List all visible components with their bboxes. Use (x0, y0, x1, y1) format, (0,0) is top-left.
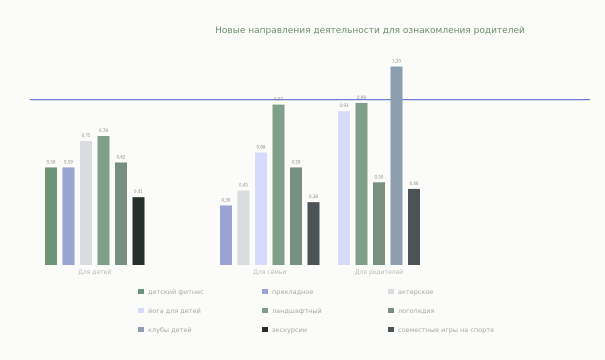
legend-swatch (388, 308, 394, 313)
group-label: Для детей (78, 269, 111, 276)
bar-value-label: 0,98 (357, 95, 366, 100)
bar-value-label: 0,59 (292, 159, 301, 164)
legend-swatch (262, 327, 268, 332)
group-label: Для родителей (355, 269, 403, 276)
bar-1-8 (307, 202, 320, 265)
legend-label: прикладное (272, 288, 313, 296)
bar-0-0 (45, 167, 57, 265)
bar-labels-layer: 0,59 0,59 0,75 0,78 0,62 0,41 0,36 0,45 0,68 0,97… (47, 59, 419, 203)
bar-1-4 (272, 104, 285, 265)
legend: детский фитнес прикладное актерское йога дл… (138, 288, 494, 334)
bar-0-4 (97, 136, 110, 265)
legend-swatch (262, 289, 268, 294)
legend-swatch (388, 289, 394, 294)
bar-value-label: 0,38 (309, 194, 318, 199)
legend-swatch (388, 327, 394, 332)
bar-1-3 (255, 152, 267, 265)
bar-value-label: 0,36 (222, 197, 231, 202)
bar-0-5 (115, 162, 127, 265)
bar-value-label: 0,68 (257, 145, 266, 150)
legend-label: йога для детей (148, 307, 201, 315)
legend-label: совместные игры на спорте (398, 326, 494, 334)
bars-layer (45, 66, 420, 266)
legend-label: логопедия (398, 307, 434, 315)
bar-0-2 (80, 140, 92, 265)
bar-1-5 (290, 167, 302, 265)
legend-label: актерское (398, 288, 433, 296)
legend-label: клубы детей (148, 326, 192, 334)
bar-value-label: 0,45 (239, 183, 248, 188)
bar-value-label: 0,41 (134, 189, 143, 194)
bar-1-1 (220, 205, 232, 265)
bar-2-3 (338, 111, 350, 265)
bar-value-label: 0,59 (47, 159, 56, 164)
legend-label: ландшафтный (272, 307, 322, 315)
bar-value-label: 0,97 (274, 97, 283, 102)
bar-value-label: 0,50 (375, 174, 384, 179)
bar-value-label: 0,75 (82, 133, 91, 138)
legend-swatch (262, 308, 268, 313)
bar-value-label: 1,20 (392, 59, 401, 64)
bar-value-label: 0,78 (99, 128, 108, 133)
legend-swatch (138, 327, 144, 332)
bar-2-4 (355, 102, 368, 265)
bar-2-6 (390, 66, 403, 266)
bar-1-2 (237, 190, 250, 265)
group-labels-layer: Для детей Для семьи Для родителей (78, 269, 403, 276)
bar-0-1 (62, 167, 75, 265)
bar-value-label: 0,59 (64, 159, 73, 164)
bar-2-5 (373, 182, 385, 265)
bar-0-7 (132, 197, 145, 265)
bar-value-label: 0,62 (117, 154, 126, 159)
bar-value-label: 0,46 (410, 181, 419, 186)
legend-swatch (138, 308, 144, 313)
chart-title: Новые направления деятельности для ознак… (215, 26, 525, 36)
bar-2-8 (408, 188, 420, 265)
bar-value-label: 0,93 (340, 103, 349, 108)
legend-swatch (138, 289, 144, 294)
legend-label: экскурсии (272, 326, 307, 334)
group-label: Для семьи (253, 269, 286, 276)
legend-label: детский фитнес (148, 288, 204, 296)
